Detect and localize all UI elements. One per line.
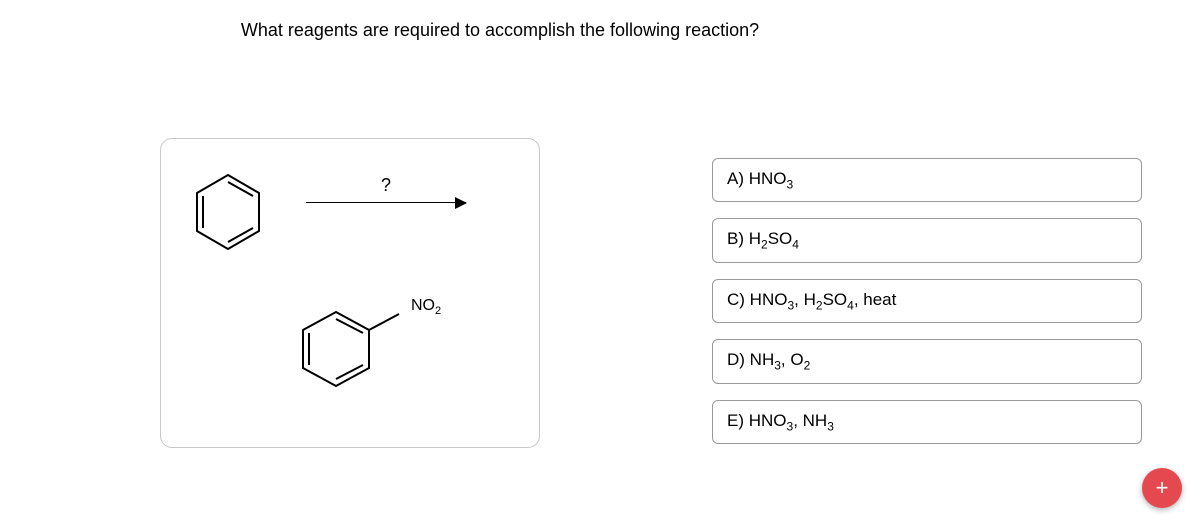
benzene-product — [291, 304, 411, 404]
option-a[interactable]: A) HNO3 — [712, 158, 1142, 202]
product-substituent-label: NO2 — [411, 297, 441, 317]
option-e[interactable]: E) HNO3, NH3 — [712, 400, 1142, 444]
benzene-reactant — [191, 171, 265, 253]
answer-options: A) HNO3 B) H2SO4 C) HNO3, H2SO4, heat D)… — [712, 158, 1142, 460]
add-button[interactable]: + — [1142, 468, 1182, 508]
option-b[interactable]: B) H2SO4 — [712, 218, 1142, 262]
arrow-line — [306, 202, 466, 203]
reagent-placeholder: ? — [301, 175, 471, 196]
reaction-arrow: ? — [301, 175, 471, 203]
reaction-diagram: ? NO2 — [160, 138, 540, 448]
question-text: What reagents are required to accomplish… — [0, 20, 1000, 41]
option-d[interactable]: D) NH3, O2 — [712, 339, 1142, 383]
option-c[interactable]: C) HNO3, H2SO4, heat — [712, 279, 1142, 323]
